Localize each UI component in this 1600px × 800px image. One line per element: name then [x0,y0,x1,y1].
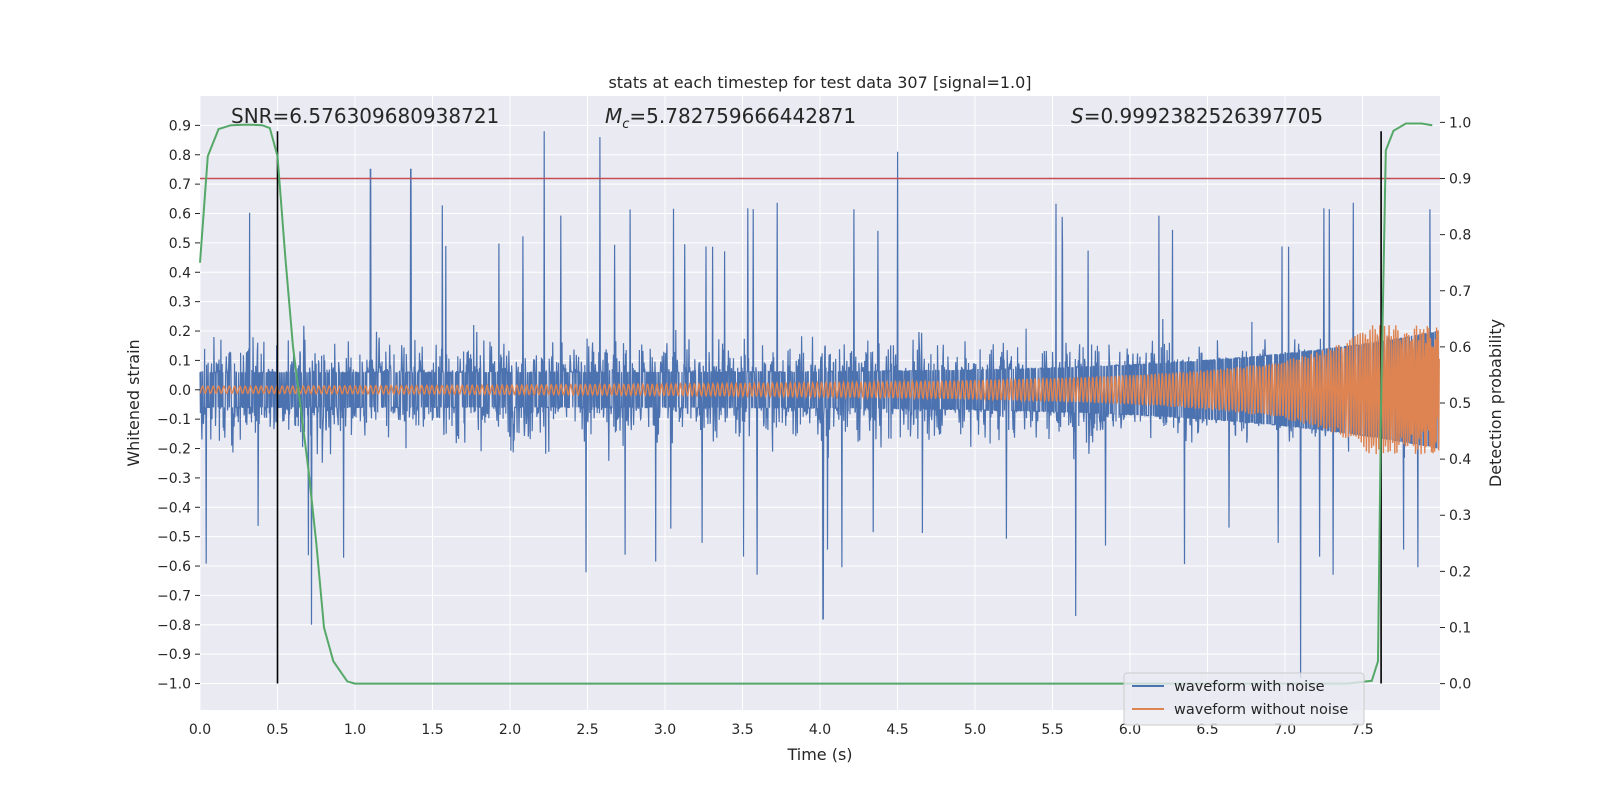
y2-axis-ticks: 1.0 0.9 0.8 0.7 0.6 0.5 0.4 0.3 0.2 0.1 0.0 [1440,115,1471,693]
chart-title: stats at each timestep for test data 307… [608,73,1031,92]
y-tick-label: 0.9 [169,118,191,134]
y2-tick-label: 0.8 [1449,228,1471,244]
x-tick-label: 3.5 [731,722,753,738]
y-tick-label: −0.3 [157,471,191,487]
mc-annotation: Mc=5.782759666442871 [605,104,856,132]
x-tick-label: 4.5 [886,722,908,738]
x-tick-label: 3.0 [654,722,676,738]
x-tick-label: 0.5 [266,722,288,738]
y-tick-label: −0.7 [157,588,191,604]
mc-symbol: M [605,104,622,128]
x-tick-label: 0.0 [189,722,211,738]
x-tick-label: 2.5 [576,722,598,738]
x-axis-label: Time (s) [786,745,852,764]
y2-tick-label: 0.7 [1449,284,1471,300]
x-tick-label: 4.0 [809,722,831,738]
y-tick-label: 0.5 [169,236,191,252]
y-tick-label: 0.6 [169,207,191,223]
legend-box [1123,672,1365,726]
y-tick-label: −0.4 [157,500,191,516]
y-tick-label: 0.1 [169,353,191,369]
x-axis-ticks: 0.0 0.5 1.0 1.5 2.0 2.5 3.0 3.5 4.0 4.5 5.0 5.5 6.0 6… [189,722,1374,738]
y-tick-label: −0.6 [157,559,191,575]
y2-tick-label: 0.9 [1449,172,1471,188]
detection-probability-series [199,122,1433,685]
legend-label-noisy: waveform with noise [1174,679,1325,695]
legend-label-clean: waveform without noise [1174,702,1348,718]
y2-axis-label: Detection probability [1486,319,1505,487]
y-tick-label: −0.2 [157,442,191,458]
snr-annotation: SNR=6.576309680938721 [231,104,499,128]
x-tick-label: 6.0 [1119,722,1141,738]
x-tick-label: 7.0 [1274,722,1296,738]
y2-tick-label: 0.0 [1449,677,1471,693]
x-tick-label: 6.5 [1196,722,1218,738]
mc-subscript: c [622,117,629,132]
y2-tick-label: 0.6 [1449,340,1471,356]
s-annotation: S=0.9992382526397705 [1071,104,1323,128]
y2-tick-label: 1.0 [1449,115,1471,131]
y-tick-label: −0.5 [157,530,191,546]
y-axis-label: Whitened strain [124,339,143,466]
y-tick-label: −0.8 [157,618,191,634]
y-tick-label: 0.2 [169,324,191,340]
y-tick-label: 0.8 [169,148,191,164]
s-value: =0.9992382526397705 [1084,104,1323,128]
x-tick-label: 2.0 [499,722,521,738]
waveform-without-noise-series [199,325,1440,455]
x-tick-label: 1.0 [344,722,366,738]
y-tick-label: 0.0 [169,383,191,399]
y2-tick-label: 0.1 [1449,620,1471,636]
y2-tick-label: 0.2 [1449,564,1471,580]
y-tick-label: 0.3 [169,295,191,311]
x-tick-label: 5.5 [1041,722,1063,738]
y-axis-ticks: 0.9 0.8 0.7 0.6 0.5 0.4 0.3 0.2 0.1 0.0 −0.1 −0.2 −0… [157,118,200,693]
y-tick-label: −0.9 [157,647,191,663]
y-tick-label: −0.1 [157,412,191,428]
detection-probability-line [199,122,1433,685]
x-tick-label: 1.5 [421,722,443,738]
s-symbol: S [1071,104,1084,128]
y2-tick-label: 0.5 [1449,396,1471,412]
x-tick-label: 7.5 [1351,722,1373,738]
legend: waveform with noise waveform without noi… [1123,672,1365,726]
clean-waveform-line [199,325,1440,455]
y-tick-label: 0.7 [169,177,191,193]
y-tick-label: 0.4 [169,265,191,281]
y2-tick-label: 0.4 [1449,452,1471,468]
x-tick-label: 5.0 [964,722,986,738]
y-tick-label: −1.0 [157,677,191,693]
y2-tick-label: 0.3 [1449,508,1471,524]
mc-value: =5.782759666442871 [629,104,856,128]
